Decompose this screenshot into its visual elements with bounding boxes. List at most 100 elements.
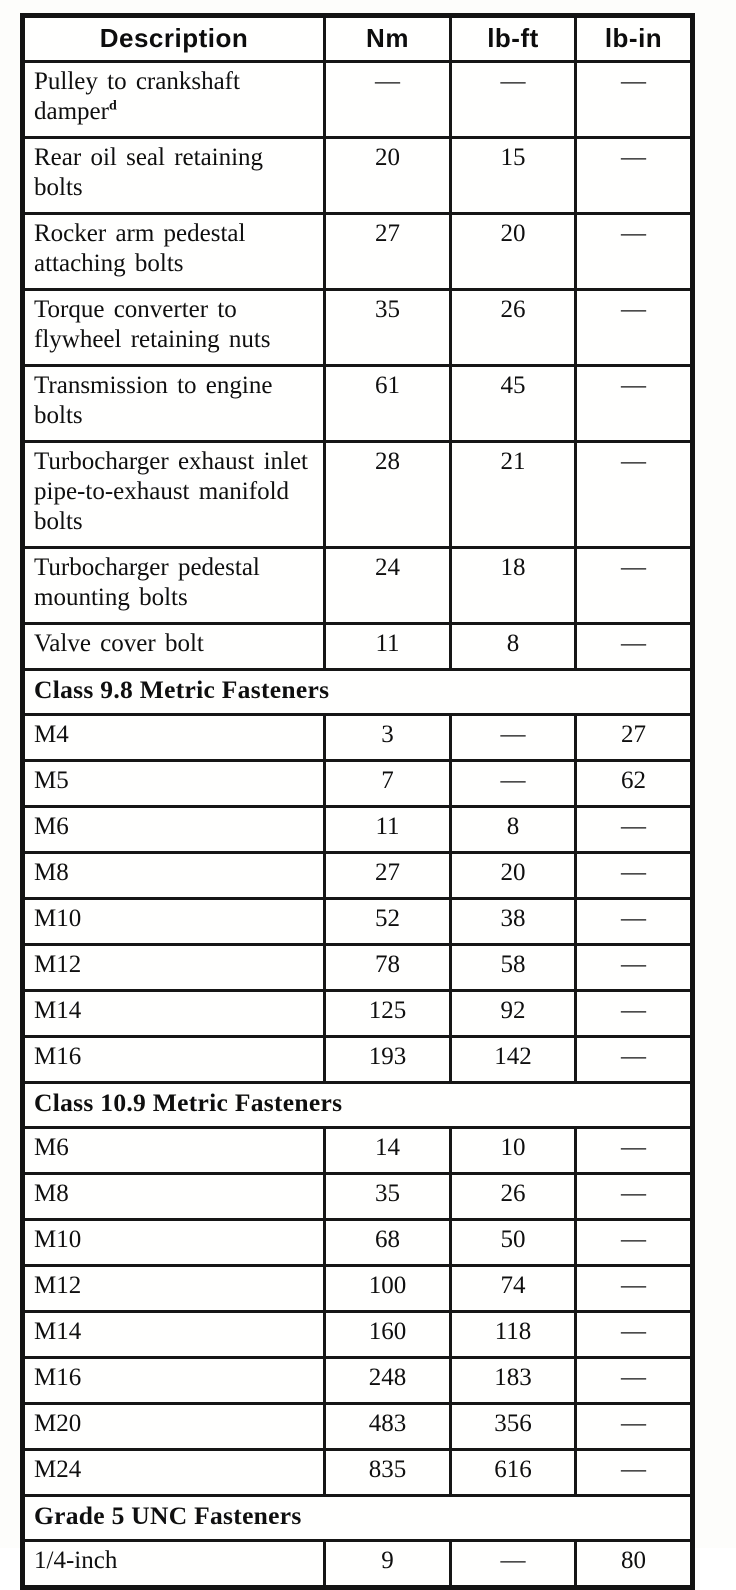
lb-in-value-cell: — <box>574 622 694 671</box>
section-header-row: Class 10.9 Metric Fasteners <box>21 1081 694 1129</box>
lb-in-value-cell: — <box>574 136 694 215</box>
description-cell: Pulley to crankshaft damperd <box>21 60 326 139</box>
description-text: M12 <box>34 1272 82 1299</box>
description-cell: M8 <box>21 1172 326 1221</box>
table-row: M20 483 356 — <box>21 1402 694 1451</box>
lb-in-value-cell: — <box>574 943 694 992</box>
table-row: Transmission to engine bolts 61 45 — <box>21 364 694 443</box>
nm-value-cell: 78 <box>323 943 452 992</box>
section-header-cell: Grade 5 UNC Fasteners <box>21 1494 694 1542</box>
lb-ft-value-cell: 10 <box>449 1126 577 1175</box>
table-row: M16 193 142 — <box>21 1035 694 1084</box>
description-text: Turbocharger exhaust inlet pipe-to-exhau… <box>34 448 309 535</box>
table-row: M8 27 20 — <box>21 851 694 900</box>
lb-ft-value-cell: 26 <box>449 288 577 367</box>
lb-in-value-cell: — <box>574 1356 694 1405</box>
lb-ft-value-cell: 616 <box>449 1448 577 1497</box>
table-row: M4 3 — 27 <box>21 713 694 762</box>
lb-ft-value-cell: 118 <box>449 1310 577 1359</box>
description-cell: M6 <box>21 1126 326 1175</box>
nm-value-cell: — <box>323 60 452 139</box>
column-header-description: Description <box>21 14 326 63</box>
description-cell: Rear oil seal retaining bolts <box>21 136 326 215</box>
lb-in-value-cell: — <box>574 440 694 549</box>
lb-ft-value-cell: 8 <box>449 622 577 671</box>
lb-ft-value-cell: 74 <box>449 1264 577 1313</box>
description-cell: M16 <box>21 1035 326 1084</box>
table-row: Rear oil seal retaining bolts 20 15 — <box>21 136 694 215</box>
description-cell: M12 <box>21 1264 326 1313</box>
nm-value-cell: 193 <box>323 1035 452 1084</box>
nm-value-cell: 61 <box>323 364 452 443</box>
description-cell: Transmission to engine bolts <box>21 364 326 443</box>
lb-in-value-cell: — <box>574 212 694 291</box>
description-cell: M5 <box>21 759 326 808</box>
lb-in-value-cell: — <box>574 805 694 854</box>
lb-in-value-cell: — <box>574 364 694 443</box>
description-text: M12 <box>34 951 82 978</box>
section-header-row: Grade 5 UNC Fasteners <box>21 1494 694 1542</box>
description-cell: M4 <box>21 713 326 762</box>
nm-value-cell: 11 <box>323 805 452 854</box>
nm-value-cell: 248 <box>323 1356 452 1405</box>
lb-in-value-cell: — <box>574 1035 694 1084</box>
description-cell: M10 <box>21 897 326 946</box>
lb-in-value-cell: — <box>574 851 694 900</box>
description-cell: Valve cover bolt <box>21 622 326 671</box>
description-text: M20 <box>34 1410 82 1437</box>
nm-value-cell: 28 <box>323 440 452 549</box>
nm-value-cell: 24 <box>323 546 452 625</box>
lb-ft-value-cell: 18 <box>449 546 577 625</box>
table-row: M10 68 50 — <box>21 1218 694 1267</box>
lb-in-value-cell: 27 <box>574 713 694 762</box>
lb-ft-value-cell: 356 <box>449 1402 577 1451</box>
description-text: M6 <box>34 813 69 840</box>
lb-in-value-cell: — <box>574 1218 694 1267</box>
torque-spec-table: Description Nm lb-ft lb-in Pulley to cra… <box>20 13 695 1590</box>
nm-value-cell: 52 <box>323 897 452 946</box>
nm-value-cell: 835 <box>323 1448 452 1497</box>
table-row: M6 11 8 — <box>21 805 694 854</box>
table-row: M24 835 616 — <box>21 1448 694 1497</box>
nm-value-cell: 100 <box>323 1264 452 1313</box>
column-header-nm: Nm <box>323 14 452 63</box>
nm-value-cell: 7 <box>323 759 452 808</box>
description-cell: M14 <box>21 989 326 1038</box>
description-cell: M6 <box>21 805 326 854</box>
lb-in-value-cell: — <box>574 1126 694 1175</box>
nm-value-cell: 160 <box>323 1310 452 1359</box>
description-cell: Torque converter to flywheel retaining n… <box>21 288 326 367</box>
description-cell: M12 <box>21 943 326 992</box>
lb-in-value-cell: — <box>574 546 694 625</box>
lb-ft-value-cell: 26 <box>449 1172 577 1221</box>
nm-value-cell: 35 <box>323 288 452 367</box>
lb-in-value-cell: — <box>574 1264 694 1313</box>
table-row: Torque converter to flywheel retaining n… <box>21 288 694 367</box>
lb-ft-value-cell: 92 <box>449 989 577 1038</box>
table-row: Valve cover bolt 11 8 — <box>21 622 694 671</box>
section-header-cell: Class 9.8 Metric Fasteners <box>21 668 694 716</box>
description-cell: M16 <box>21 1356 326 1405</box>
nm-value-cell: 27 <box>323 212 452 291</box>
description-text: M5 <box>34 767 69 794</box>
column-header-lb-in: lb-in <box>574 14 694 63</box>
description-text: Torque converter to flywheel retaining n… <box>34 296 271 353</box>
description-text: M16 <box>34 1043 82 1070</box>
lb-in-value-cell: — <box>574 1448 694 1497</box>
description-text: M8 <box>34 1180 69 1207</box>
lb-ft-value-cell: — <box>449 60 577 139</box>
description-cell: M24 <box>21 1448 326 1497</box>
lb-ft-value-cell: 50 <box>449 1218 577 1267</box>
lb-ft-value-cell: 21 <box>449 440 577 549</box>
lb-in-value-cell: — <box>574 1310 694 1359</box>
lb-ft-value-cell: 142 <box>449 1035 577 1084</box>
lb-ft-value-cell: 8 <box>449 805 577 854</box>
description-cell: Rocker arm pedestal attaching bolts <box>21 212 326 291</box>
description-text: M6 <box>34 1134 69 1161</box>
table-row: Turbocharger exhaust inlet pipe-to-exhau… <box>21 440 694 549</box>
description-text: M24 <box>34 1456 82 1483</box>
nm-value-cell: 125 <box>323 989 452 1038</box>
column-header-lb-ft: lb-ft <box>449 14 577 63</box>
lb-in-value-cell: — <box>574 60 694 139</box>
nm-value-cell: 3 <box>323 713 452 762</box>
